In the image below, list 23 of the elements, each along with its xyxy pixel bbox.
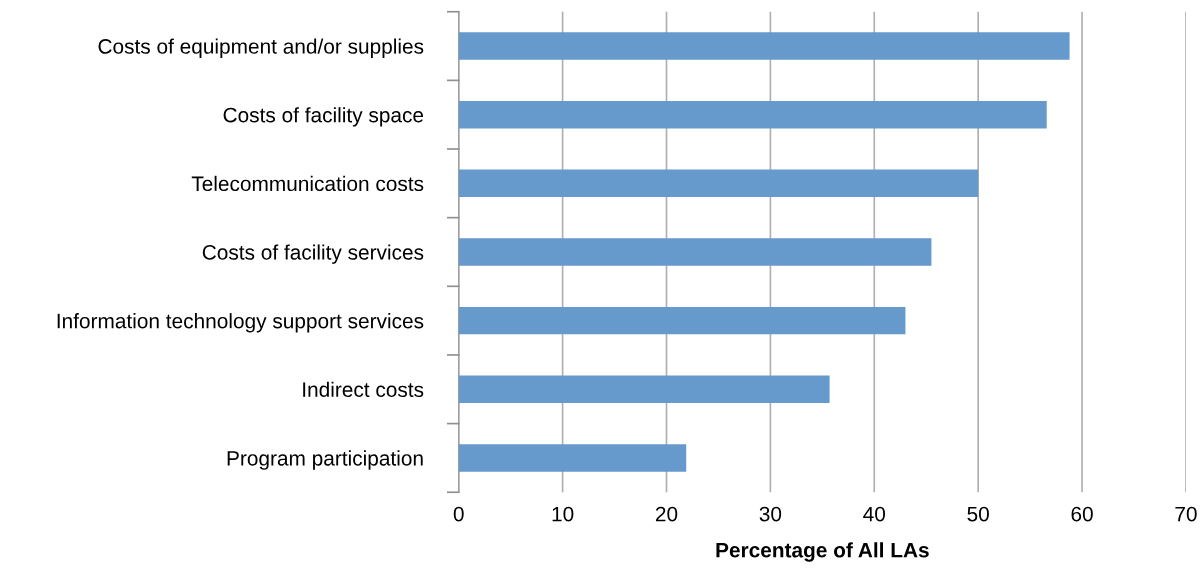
- y-tick-label: Indirect costs: [303, 381, 424, 398]
- x-tick-label: 0: [453, 506, 464, 522]
- x-axis-title: Percentage of All LAs: [716, 542, 929, 562]
- x-tick-label: 60: [1071, 506, 1093, 522]
- y-tick-label: Program participation: [227, 450, 423, 470]
- bar: [458, 306, 906, 335]
- bar: [458, 169, 979, 198]
- y-tick-label: Costs of facility services: [202, 244, 424, 264]
- y-tick-label: Costs of equipment and/or supplies: [98, 38, 424, 58]
- bar: [458, 444, 687, 472]
- x-tick-label: 30: [759, 506, 782, 522]
- x-tick-label: 20: [655, 506, 678, 522]
- x-tick-label: 70: [1175, 506, 1197, 522]
- bar: [458, 100, 1047, 129]
- bar: [458, 238, 932, 266]
- bar: [458, 32, 1070, 60]
- bar: [458, 375, 830, 403]
- x-tick-label: 50: [967, 506, 989, 522]
- x-tick-label: 40: [863, 506, 886, 522]
- y-tick-label: Information technology support services: [57, 313, 424, 333]
- y-tick-label: Costs of facility space: [223, 107, 424, 127]
- y-tick-label: Telecommunication costs: [191, 175, 424, 192]
- x-tick-label: 10: [552, 506, 574, 522]
